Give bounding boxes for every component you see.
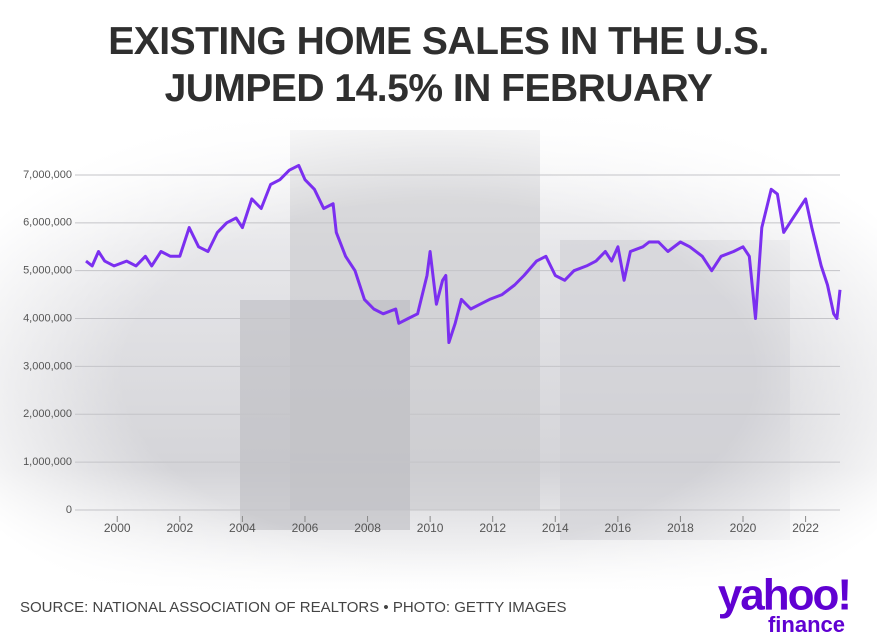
photo-fade <box>0 110 877 590</box>
x-tick-label: 2002 <box>166 521 193 535</box>
x-tick-label: 2006 <box>292 521 319 535</box>
chart-title: EXISTING HOME SALES IN THE U.S. JUMPED 1… <box>108 20 769 110</box>
y-tick-label: 3,000,000 <box>23 360 72 372</box>
y-tick-label: 2,000,000 <box>23 408 72 420</box>
x-tick-label: 2010 <box>417 521 444 535</box>
y-tick-label: 0 <box>66 504 72 516</box>
logo-brand: yahoo! <box>718 571 850 620</box>
y-tick-label: 6,000,000 <box>23 217 72 229</box>
x-tick-label: 2018 <box>667 521 694 535</box>
x-tick-label: 2000 <box>104 521 131 535</box>
sales-line <box>85 163 842 344</box>
logo-product: finance <box>768 612 845 637</box>
y-tick-label: 1,000,000 <box>23 456 72 468</box>
x-tick-label: 2004 <box>229 521 256 535</box>
y-tick-label: 4,000,000 <box>23 312 72 324</box>
x-tick-label: 2022 <box>792 521 819 535</box>
y-tick-label: 7,000,000 <box>23 169 72 181</box>
x-tick-label: 2014 <box>542 521 569 535</box>
x-tick-label: 2020 <box>730 521 757 535</box>
x-tick-label: 2008 <box>354 521 381 535</box>
x-tick-label: 2016 <box>605 521 632 535</box>
source: SOURCE: NATIONAL ASSOCIATION OF REALTORS… <box>20 599 566 616</box>
y-tick-label: 5,000,000 <box>23 265 72 277</box>
x-tick-label: 2012 <box>479 521 506 535</box>
